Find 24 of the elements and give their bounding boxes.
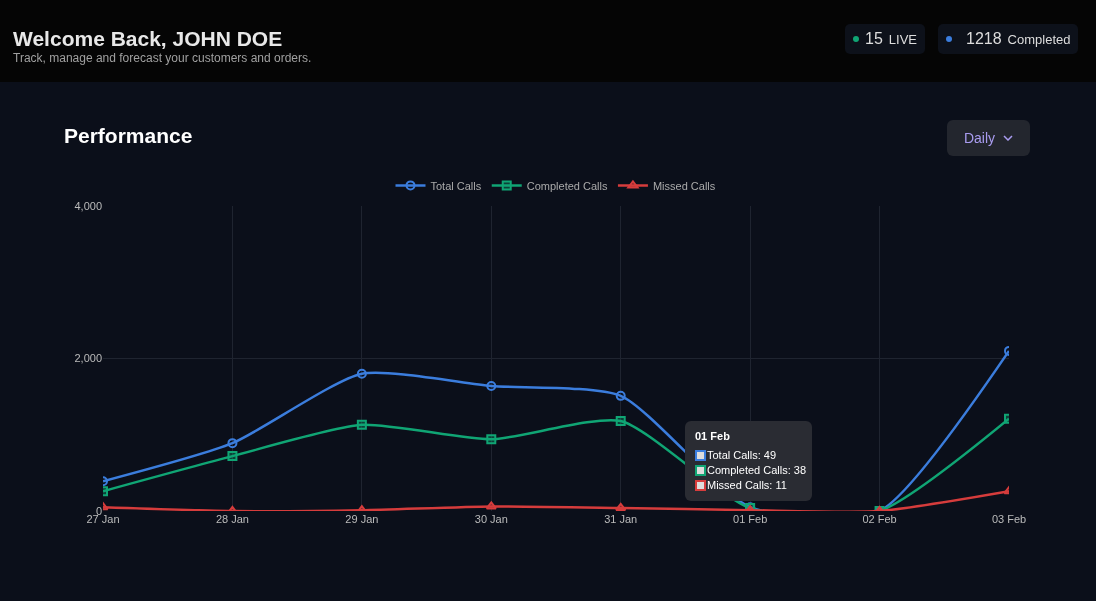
legend-label: Total Calls bbox=[430, 179, 482, 192]
x-tick-label: 29 Jan bbox=[345, 513, 379, 525]
x-tick-label: 03 Feb bbox=[991, 513, 1027, 525]
text: LIVE bbox=[888, 31, 917, 47]
text: 15 bbox=[865, 30, 883, 48]
legend-label: Missed Calls bbox=[652, 179, 716, 192]
chart-subtitle: Track, manage and forecast your customers and orders. bbox=[13, 51, 312, 65]
text: 1218 bbox=[966, 30, 1002, 48]
x-tick-label: 01 Feb bbox=[733, 513, 768, 525]
x-tick-label: 30 Jan bbox=[474, 513, 508, 525]
annotation: Total Calls: 49 bbox=[707, 448, 777, 463]
annotation: Completed Calls: 38 bbox=[707, 463, 807, 478]
text: Welcome Back, JOHN DOE bbox=[13, 27, 283, 51]
y-tick-label: 4,000 bbox=[74, 199, 102, 212]
annotation: 01 Feb bbox=[695, 429, 731, 444]
x-tick-label: 31 Jan bbox=[604, 513, 638, 525]
y-tick-label: 2,000 bbox=[74, 352, 102, 365]
chart-title: Performance bbox=[64, 124, 193, 148]
annotation: Missed Calls: 11 bbox=[707, 478, 787, 493]
x-tick-label: 02 Feb bbox=[862, 513, 897, 525]
text: Completed bbox=[1007, 31, 1071, 47]
text: Daily bbox=[963, 130, 996, 146]
legend-label: Completed Calls bbox=[526, 179, 608, 192]
x-tick-label: 28 Jan bbox=[215, 513, 249, 525]
